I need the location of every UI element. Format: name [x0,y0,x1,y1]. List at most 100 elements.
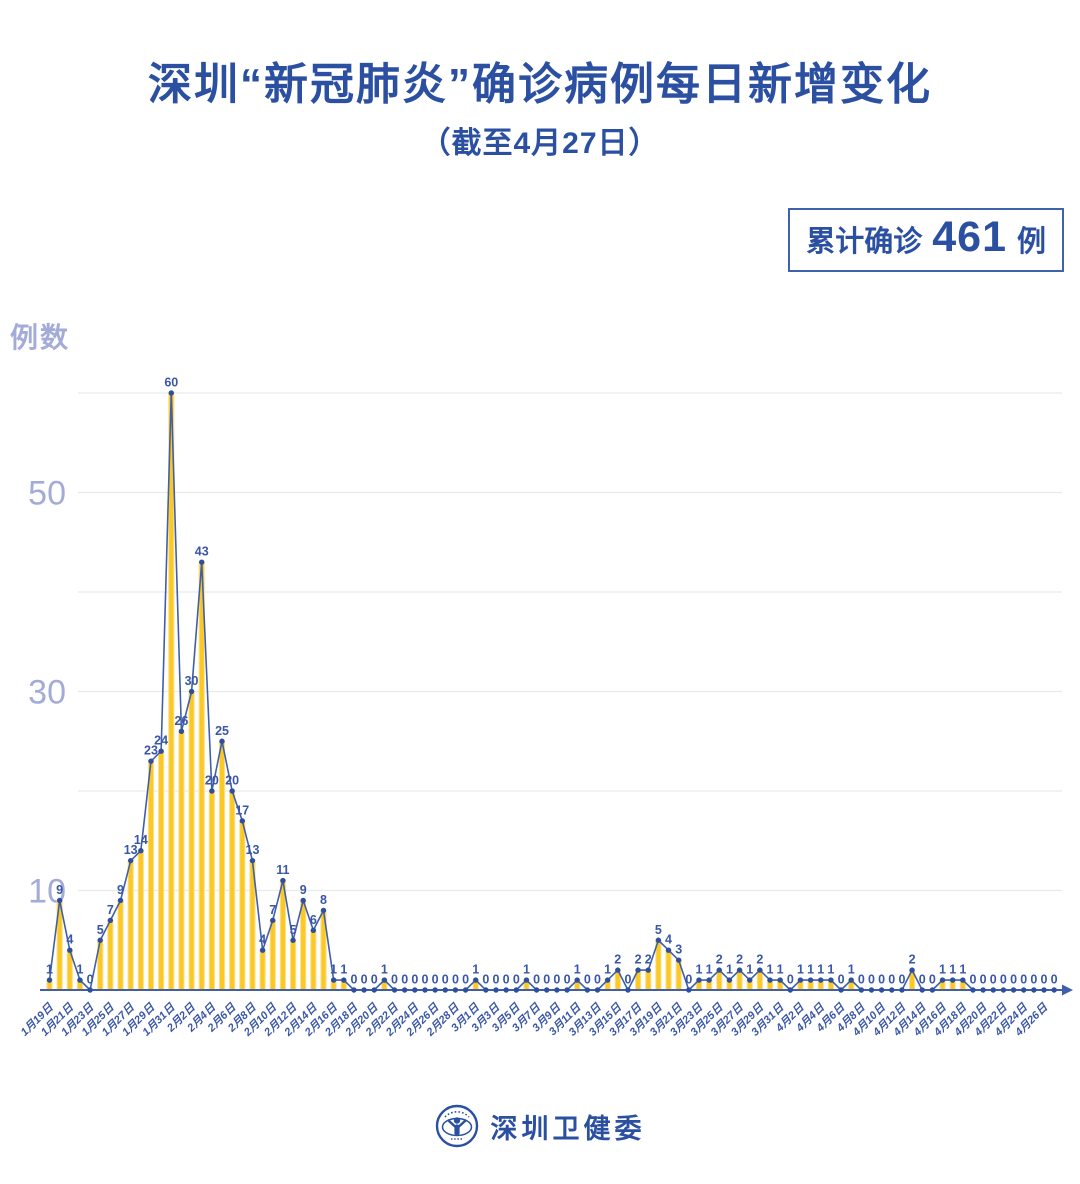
data-point [401,987,408,993]
value-label: 1 [330,963,337,977]
data-point [604,977,611,983]
value-label: 1 [76,963,83,977]
data-point [970,987,976,993]
data-point [148,758,154,764]
value-label: 0 [584,973,591,987]
value-label: 1 [46,963,53,977]
value-label: 1 [472,963,479,977]
data-point [807,977,814,983]
value-label: 0 [503,973,510,987]
data-point [77,977,83,983]
bar [736,969,743,991]
value-label: 0 [624,973,631,987]
data-point [117,897,124,904]
value-label: 0 [838,973,845,987]
value-label: 0 [929,973,936,987]
value-label: 0 [462,973,469,987]
value-label: 1 [797,963,804,977]
data-point [828,977,834,983]
value-label: 2 [909,953,916,967]
data-point [310,927,317,933]
value-label: 6 [310,913,317,927]
value-label: 0 [421,973,428,987]
data-point [381,977,388,983]
value-label: 11 [276,863,289,877]
value-label: 2 [645,953,652,967]
data-point [665,947,672,953]
data-point [909,967,915,973]
data-point [422,987,428,993]
data-point [290,937,296,943]
data-point [503,987,509,993]
data-point [726,977,733,983]
chart-subtitle: （截至4月27日） [420,127,660,160]
value-label: 1 [604,963,611,977]
value-label: 9 [300,883,307,897]
y-tick-label: 30 [28,674,66,712]
shenzhen-health-commission-logo-icon [435,1104,478,1148]
data-point [452,987,459,993]
cumulative-confirmed-badge: 累计确诊 461 例 [788,208,1064,272]
value-label: 1 [949,963,956,977]
value-label: 0 [898,973,905,987]
data-point [757,967,763,973]
value-label: 23 [144,744,158,758]
data-point [818,977,824,983]
data-point [645,967,651,973]
data-point [767,977,773,983]
data-point [736,967,743,973]
data-point [391,987,398,993]
value-label: 1 [939,963,946,977]
value-label: 0 [685,973,692,987]
value-label: 5 [655,923,662,937]
data-point [655,937,662,943]
data-point [696,977,702,983]
trend-line [48,392,1055,991]
data-point [412,987,418,993]
value-label: 1 [777,963,784,977]
data-point [544,987,550,993]
value-label: 0 [1020,973,1027,987]
value-label: 0 [432,973,439,987]
data-point [919,987,925,993]
data-point [868,987,875,993]
bar [147,760,155,991]
value-label: 0 [1041,973,1048,987]
value-label: 0 [1000,973,1007,987]
value-label: 2 [716,953,723,967]
bar [229,790,236,991]
data-point [270,917,276,924]
data-point [787,987,794,993]
data-point [625,987,631,993]
badge-suffix: 例 [1016,226,1046,258]
value-label: 0 [350,973,357,987]
value-label: 0 [1051,973,1058,987]
value-label: 1 [381,963,388,977]
value-label: 0 [553,973,560,987]
value-label: 9 [56,883,63,897]
value-label: 13 [246,843,260,857]
value-label: 24 [154,734,168,748]
data-point [1051,987,1057,993]
bar [178,730,185,991]
value-label: 1 [523,963,530,977]
data-point [97,937,103,943]
data-point [777,977,783,983]
value-label: 0 [990,973,997,987]
value-label: 14 [134,833,148,847]
data-point [127,857,134,864]
bar [665,949,672,991]
data-point [249,857,256,864]
value-label: 0 [401,973,408,987]
data-point [858,987,865,993]
data-point [473,977,479,983]
data-point [594,987,601,993]
data-point [138,848,144,854]
value-label: 0 [482,973,489,987]
data-point [219,738,225,744]
data-point [797,977,804,983]
value-label: 0 [787,973,794,987]
footer: 深圳卫健委 [0,1104,1080,1148]
data-point [960,977,966,983]
value-label: 0 [1010,973,1017,987]
